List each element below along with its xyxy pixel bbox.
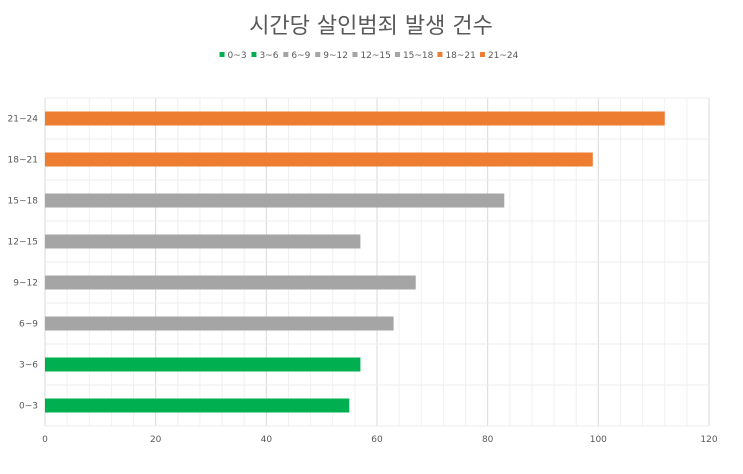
bar-21~24	[45, 111, 665, 126]
x-tick-label: 80	[482, 435, 494, 445]
y-tick-label: 9~12	[13, 279, 38, 289]
legend-swatch	[479, 52, 485, 57]
y-tick-label: 3~6	[19, 361, 38, 371]
legend: 0~3 3~6 6~9 9~12 12~15 15~18 18~21 21~24	[219, 51, 519, 61]
legend-label: 0~3	[228, 51, 247, 61]
y-tick-label: 21~24	[8, 115, 39, 125]
y-tick-label: 12~15	[8, 238, 38, 248]
x-tick-label: 20	[150, 435, 162, 445]
legend-label: 3~6	[259, 51, 278, 61]
legend-swatch	[219, 52, 225, 57]
bar-18~21	[45, 152, 593, 167]
legend-swatch	[251, 52, 257, 57]
bars	[45, 111, 665, 413]
bar-0~3	[45, 398, 350, 413]
x-tick-label: 0	[42, 435, 48, 445]
bar-6~9	[45, 316, 394, 331]
bar-12~15	[45, 234, 361, 249]
x-tick-label: 120	[700, 435, 717, 445]
x-tick-label: 40	[261, 435, 273, 445]
chart-title: 시간당 살인범죄 발생 건수	[249, 14, 493, 39]
y-tick-label: 6~9	[19, 320, 38, 330]
y-tick-label: 0~3	[19, 402, 38, 412]
legend-label: 21~24	[488, 51, 519, 61]
bar-3~6	[45, 357, 361, 372]
x-axis-labels: 0 20 40 60 80 100 120	[42, 435, 718, 445]
legend-label: 15~18	[403, 51, 434, 61]
legend-label: 18~21	[445, 51, 475, 61]
y-tick-label: 18~21	[8, 156, 38, 166]
y-tick-label: 15~18	[8, 197, 39, 207]
bar-9~12	[45, 275, 416, 290]
legend-label: 6~9	[291, 51, 310, 61]
gridlines	[44, 97, 710, 427]
legend-swatch	[437, 52, 443, 57]
legend-swatch	[394, 52, 400, 57]
legend-label: 9~12	[323, 51, 348, 61]
legend-swatch	[315, 52, 321, 57]
legend-label: 12~15	[360, 51, 390, 61]
x-tick-label: 60	[371, 435, 383, 445]
y-axis-labels: 0~3 3~6 6~9 9~12 12~15 15~18 18~21 21~24	[8, 115, 39, 412]
x-tick-label: 100	[590, 435, 607, 445]
legend-swatch	[283, 52, 289, 57]
legend-swatch	[352, 52, 358, 57]
bar-15~18	[45, 193, 505, 208]
